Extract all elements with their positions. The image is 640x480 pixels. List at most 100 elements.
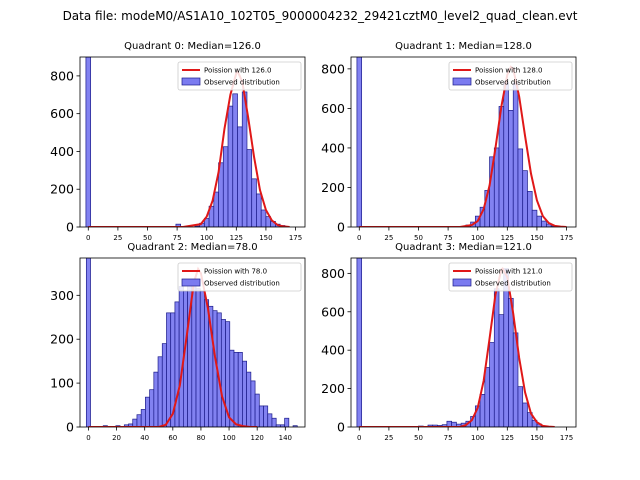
histogram-bar	[493, 147, 500, 227]
histogram-bar	[250, 380, 256, 427]
poisson-curve	[359, 65, 567, 227]
histogram-bar	[199, 290, 205, 427]
x-tick-label: 75	[444, 234, 453, 242]
x-tick-label: 175	[560, 234, 573, 242]
axes-frame	[79, 56, 306, 228]
histogram-bar	[232, 93, 238, 227]
histogram-bar	[503, 82, 509, 227]
histogram-bar	[356, 258, 363, 427]
legend: Poission with 126.0 Observed distribution	[177, 61, 302, 91]
histogram-bar	[258, 405, 264, 427]
histogram-bar	[489, 342, 495, 427]
y-tick-label: 0	[66, 420, 74, 435]
histogram-bar	[85, 57, 92, 227]
legend-bars-label: Observed distribution	[204, 280, 280, 288]
y-tick-label: 800	[321, 61, 345, 76]
histogram-bar	[484, 367, 490, 427]
y-tick-label: 0	[337, 420, 345, 435]
x-tick-label: 150	[259, 234, 272, 242]
histogram-bar	[479, 394, 486, 427]
histogram-bar	[178, 286, 184, 427]
histogram-bar	[213, 191, 219, 227]
histogram-bar	[149, 389, 155, 427]
histogram-bar	[229, 349, 235, 427]
histogram-bar	[260, 209, 267, 227]
legend-curve-label: Poission with 121.0	[475, 268, 543, 276]
figure-title: Data file: modeM0/AS1A10_102T05_90000042…	[62, 9, 578, 23]
histogram-bar	[522, 170, 528, 227]
histogram-bar	[254, 393, 260, 427]
subplot-title: Quadrant 0: Median=126.0	[124, 41, 261, 52]
legend: Poission with 128.0 Observed distribution	[448, 61, 573, 91]
legend-bar-swatch	[181, 278, 201, 287]
histogram-bar	[241, 91, 248, 227]
subplot-quadrant-0: Quadrant 0: Median=126.0 0 25 50 75 100 125 150…	[50, 41, 306, 242]
y-tick-label: 200	[321, 381, 345, 396]
x-tick-label: 125	[230, 234, 243, 242]
subplot-quadrant-3: Quadrant 3: Median=121.0 0 25 50 75 100 125 150…	[321, 242, 577, 442]
x-tick-label: 120	[251, 434, 264, 442]
x-tick-label: 50	[414, 234, 423, 242]
histogram-bar	[227, 105, 234, 227]
histogram-bar	[153, 371, 159, 427]
histogram-bar	[531, 209, 538, 227]
y-tick-label: 400	[321, 140, 345, 155]
histogram-bar	[136, 414, 142, 427]
subplot-title: Quadrant 2: Median=78.0	[127, 242, 257, 253]
legend-box	[448, 262, 573, 292]
legend: Poission with 78.0 Observed distribution	[177, 262, 302, 292]
x-tick-label: 100	[222, 434, 235, 442]
histogram-bar	[242, 360, 247, 427]
legend-box	[448, 61, 573, 91]
histogram-bar	[284, 417, 290, 427]
x-tick-label: 0	[86, 234, 90, 242]
y-tick-label: 600	[50, 106, 74, 121]
subplot-title: Quadrant 1: Median=128.0	[395, 41, 532, 52]
histogram-bar	[175, 223, 182, 227]
histogram-bar	[195, 288, 201, 427]
legend-bars-label: Observed distribution	[475, 280, 551, 288]
histogram-bar	[508, 110, 514, 227]
x-tick-label: 175	[289, 234, 302, 242]
histogram-bar	[508, 297, 514, 427]
y-tick-label: 200	[50, 332, 74, 347]
legend-bar-swatch	[181, 77, 201, 86]
histogram-bar	[527, 191, 533, 227]
histogram-bar	[191, 279, 197, 427]
subplot-title: Quadrant 3: Median=121.0	[395, 242, 532, 253]
x-tick-label: 50	[143, 234, 152, 242]
legend-box	[177, 61, 302, 91]
histogram-bar	[356, 57, 363, 227]
x-tick-label: 40	[140, 434, 149, 442]
axes-frame	[79, 257, 306, 428]
x-tick-label: 100	[471, 434, 484, 442]
histogram-bar	[161, 343, 167, 427]
histogram-bar	[145, 396, 150, 427]
x-tick-label: 50	[414, 434, 423, 442]
legend-box	[177, 262, 302, 292]
x-tick-label: 0	[357, 234, 361, 242]
x-tick-label: 140	[279, 434, 292, 442]
x-tick-label: 20	[112, 434, 121, 442]
histogram-bar	[174, 301, 180, 427]
histogram-bar	[271, 417, 277, 427]
histogram-bar	[166, 312, 172, 427]
histogram-bar	[517, 148, 524, 227]
x-tick-label: 175	[560, 434, 573, 442]
x-tick-label: 25	[384, 234, 393, 242]
y-tick-label: 100	[50, 376, 74, 391]
y-tick-label: 800	[50, 68, 74, 83]
histogram-bar	[237, 126, 243, 227]
x-tick-label: 0	[86, 434, 90, 442]
x-tick-label: 0	[357, 434, 361, 442]
x-tick-label: 75	[173, 234, 182, 242]
y-tick-label: 600	[321, 101, 345, 116]
x-tick-label: 80	[196, 434, 205, 442]
histogram-bar	[541, 220, 547, 227]
histogram-bar	[267, 413, 273, 427]
axes-frame	[350, 56, 577, 228]
x-tick-label: 150	[530, 234, 543, 242]
legend-bar-swatch	[452, 278, 472, 287]
legend-bars-label: Observed distribution	[204, 79, 280, 87]
histogram-bar	[256, 193, 262, 227]
